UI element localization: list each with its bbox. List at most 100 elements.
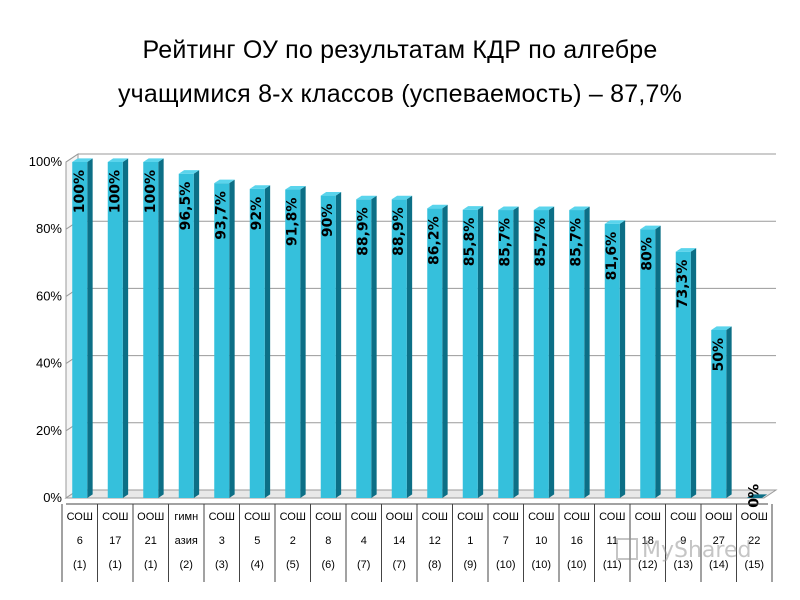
bar <box>107 162 123 498</box>
bar <box>72 162 88 498</box>
bar-value-label: 81,6% <box>604 232 620 281</box>
bar-top <box>320 192 342 196</box>
category-type-label: ООШ <box>386 511 413 523</box>
y-tick-label: 40% <box>36 356 62 371</box>
category-rank-label: (1) <box>144 559 157 571</box>
bar-value-label: 86,2% <box>427 216 443 265</box>
chart-title: Рейтинг ОУ по результатам КДР по алгебре… <box>0 28 800 116</box>
bar <box>391 199 407 498</box>
bar-value-label: 85,7% <box>498 218 514 267</box>
bar-top <box>604 220 626 224</box>
category-rank-label: (12) <box>638 559 658 571</box>
category-type-label: СОШ <box>528 511 554 523</box>
bar-top <box>675 248 697 252</box>
category-type-label: ООШ <box>705 511 732 523</box>
y-tick-label: 60% <box>36 288 62 303</box>
category-rank-label: (10) <box>496 559 516 571</box>
bar <box>462 209 478 498</box>
category-rank-label: (15) <box>744 559 764 571</box>
bar-value-label: 73,3% <box>675 260 691 309</box>
watermark: MyShared <box>616 538 751 563</box>
category-type-label: СОШ <box>351 511 377 523</box>
bar-side <box>371 195 377 499</box>
bar-side <box>442 204 448 498</box>
bar-side <box>690 248 697 498</box>
bar <box>569 210 585 498</box>
category-type-label: СОШ <box>599 511 625 523</box>
category-rank-label: (7) <box>393 559 406 571</box>
bar-value-label: 100% <box>72 170 88 213</box>
category-number-label: 6 <box>77 535 83 547</box>
bar-value-label: 100% <box>143 170 159 213</box>
bar-side <box>513 206 519 498</box>
y-tick-label: 80% <box>36 221 62 236</box>
category-type-label: ООШ <box>741 511 768 523</box>
watermark-logo-icon <box>616 538 638 560</box>
bar-value-label: 91,8% <box>285 198 301 247</box>
category-rank-label: (1) <box>73 559 86 571</box>
y-tick-label: 100% <box>29 154 63 169</box>
category-number-label: 3 <box>219 535 225 547</box>
y-tick-label: 0% <box>43 490 62 505</box>
bar-side <box>335 192 342 498</box>
category-rank-label: (11) <box>603 559 622 571</box>
bar <box>214 183 230 498</box>
category-type-label: СОШ <box>209 511 235 523</box>
category-number-label: 17 <box>109 535 121 547</box>
bar <box>285 189 301 498</box>
bar-side <box>122 158 129 498</box>
category-rank-label: (1) <box>109 559 122 571</box>
bar <box>178 173 194 498</box>
bar <box>675 251 691 498</box>
bar-side <box>584 206 590 498</box>
y-tick-label: 20% <box>36 423 62 438</box>
bar-top <box>214 179 235 184</box>
bar <box>143 162 159 498</box>
bar <box>427 208 443 499</box>
category-number-label: 9 <box>680 535 686 547</box>
category-type-label: СОШ <box>102 511 128 523</box>
bar <box>711 330 727 498</box>
bar-value-label: 92% <box>249 197 265 231</box>
bar-value-label: 88,9% <box>356 207 372 256</box>
chart-title-line-2: учащимися 8-х классов (успеваемость) – 8… <box>117 80 683 108</box>
category-type-label: СОШ <box>493 511 519 523</box>
category-rank-label: (10) <box>531 559 551 571</box>
category-number-label: 7 <box>503 535 509 547</box>
bar-top <box>711 326 732 330</box>
bar <box>533 210 549 498</box>
bar-value-label: 50% <box>711 338 727 372</box>
category-type-label: СОШ <box>280 511 306 523</box>
category-number-label: 5 <box>254 535 260 547</box>
bar-value-label: 80% <box>640 237 656 271</box>
bar-side <box>87 158 93 498</box>
chart-title-line-1: Рейтинг ОУ по результатам КДР по алгебре <box>142 36 658 64</box>
category-number-label: 16 <box>571 535 583 547</box>
bar-side <box>406 195 413 499</box>
bar-top <box>143 158 164 162</box>
category-rank-label: (2) <box>180 559 193 571</box>
bar-value-label: 93,7% <box>214 191 230 240</box>
bar-top <box>249 185 271 189</box>
bar-side <box>726 326 732 498</box>
category-type-label: СОШ <box>564 511 590 523</box>
chart-floor <box>64 489 778 499</box>
category-rank-label: (9) <box>464 559 477 571</box>
category-type-label: СОШ <box>422 511 448 523</box>
bar-top <box>107 158 129 162</box>
category-number-label: 8 <box>325 535 331 547</box>
bar-side <box>548 206 555 498</box>
gridline-depth <box>65 153 79 163</box>
bar-side <box>193 170 200 498</box>
bar-top <box>427 204 448 209</box>
category-rank-label: (6) <box>322 559 335 571</box>
category-number-label: 10 <box>535 535 547 547</box>
bar-side <box>158 158 164 498</box>
bar <box>746 494 768 498</box>
bar-top <box>178 170 200 174</box>
category-rank-label: (8) <box>428 559 441 571</box>
bar-value-label: 96,5% <box>178 182 194 231</box>
category-number-label: 11 <box>607 535 618 547</box>
category-type-label: СОШ <box>635 511 661 523</box>
